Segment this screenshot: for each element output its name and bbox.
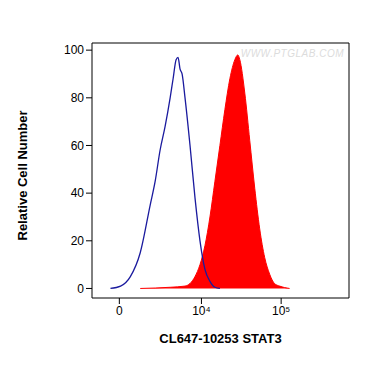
svg-text:10⁴: 10⁴ (192, 304, 211, 318)
svg-text:60: 60 (71, 139, 85, 153)
svg-text:0: 0 (77, 282, 84, 296)
svg-text:0: 0 (116, 304, 123, 318)
svg-text:20: 20 (71, 234, 85, 248)
svg-text:Relative Cell Number: Relative Cell Number (15, 110, 30, 240)
svg-text:10⁵: 10⁵ (272, 304, 290, 318)
svg-text:80: 80 (71, 91, 85, 105)
svg-text:40: 40 (71, 186, 85, 200)
html-text:WWW.PTGLAB.COM: WWW.PTGLAB.COM (240, 48, 344, 59)
svg-text:CL647-10253 STAT3: CL647-10253 STAT3 (159, 331, 281, 346)
svg-text:100: 100 (64, 43, 84, 57)
